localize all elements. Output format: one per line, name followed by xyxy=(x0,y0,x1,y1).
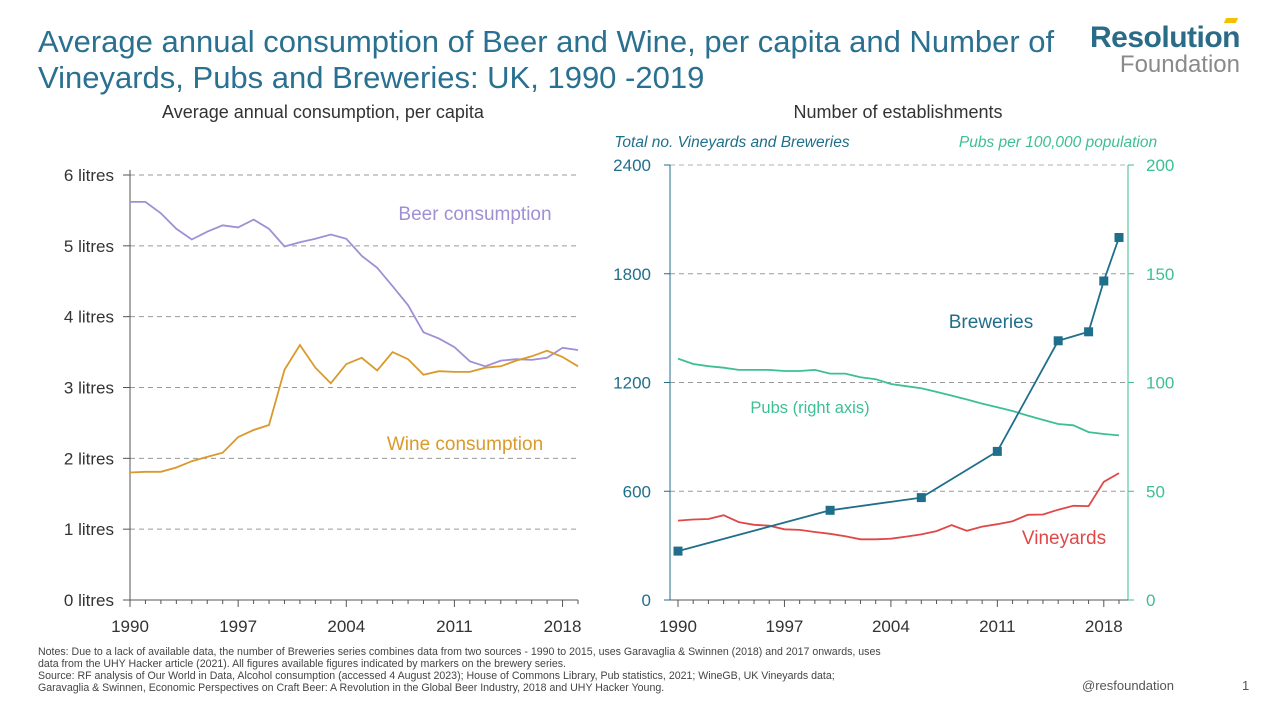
logo-line-2: Foundation xyxy=(1119,51,1240,78)
notes-line-3: Source: RF analysis of Our World in Data… xyxy=(38,670,835,682)
breweries-marker xyxy=(992,446,1002,456)
logo-line-1: Resolution xyxy=(1090,21,1241,54)
breweries-marker xyxy=(916,493,926,503)
right-chart-title: Number of establishments xyxy=(793,102,1002,122)
right-left-tick-label: 1200 xyxy=(613,374,651,393)
right-left-tick-label: 1800 xyxy=(613,265,651,284)
notes-line-4: Garavaglia & Swinnen, Economic Perspecti… xyxy=(38,682,665,694)
right-x-tick-label: 1997 xyxy=(766,617,804,636)
right-left-tick-label: 600 xyxy=(623,482,651,501)
left-y-tick-label: 4 litres xyxy=(64,308,114,327)
right-x-tick-label: 2011 xyxy=(979,617,1016,636)
wine-consumption-line xyxy=(129,343,579,474)
breweries-marker xyxy=(1099,276,1109,286)
page-title: Average annual consumption of Beer and W… xyxy=(38,24,1055,95)
left-y-tick-label: 1 litres xyxy=(64,520,114,539)
twitter-handle: @resfoundation xyxy=(1082,678,1174,693)
left-x-tick-label: 2011 xyxy=(436,617,473,636)
beer-series-label: Beer consumption xyxy=(398,204,551,225)
left-y-tick-label: 6 litres xyxy=(64,166,114,185)
right-axis-title: Pubs per 100,000 population xyxy=(959,134,1157,151)
left-y-tick-label: 5 litres xyxy=(64,237,114,256)
notes-line-2: data from the UHY Hacker article (2021).… xyxy=(38,658,566,670)
left-y-tick-label: 0 litres xyxy=(64,591,114,610)
right-right-tick-label: 200 xyxy=(1146,156,1174,175)
notes-line-1: Notes: Due to a lack of available data, … xyxy=(38,646,881,658)
vineyards-series-label: Vineyards xyxy=(1022,528,1106,549)
right-right-tick-label: 150 xyxy=(1146,265,1174,284)
right-x-tick-label: 1990 xyxy=(659,617,697,636)
breweries-marker xyxy=(1114,233,1124,242)
breweries-series-label: Breweries xyxy=(949,312,1033,333)
pubs-line xyxy=(677,357,1120,437)
left-y-tick-label: 3 litres xyxy=(64,379,114,398)
pubs-series-label: Pubs (right axis) xyxy=(750,399,869,417)
breweries-marker xyxy=(1084,327,1094,337)
left-x-tick-label: 2004 xyxy=(327,617,365,636)
breweries-marker xyxy=(825,505,835,515)
left-chart-title: Average annual consumption, per capita xyxy=(162,102,485,122)
wine-series-label: Wine consumption xyxy=(387,434,543,455)
right-left-tick-label: 0 xyxy=(642,591,651,610)
notes-source: Notes: Due to a lack of available data, … xyxy=(38,646,1098,694)
right-right-tick-label: 50 xyxy=(1146,482,1165,501)
page-number: 1 xyxy=(1242,678,1250,693)
left-axis-title: Total no. Vineyards and Breweries xyxy=(614,134,849,151)
beer-consumption-line xyxy=(130,200,579,368)
resolution-foundation-logo: Resolution Foundation xyxy=(1090,18,1241,78)
vineyards-line xyxy=(677,472,1120,541)
right-x-tick-label: 2018 xyxy=(1085,617,1123,636)
right-right-tick-label: 100 xyxy=(1146,374,1174,393)
left-x-tick-label: 2018 xyxy=(544,617,582,636)
breweries-line xyxy=(677,237,1120,552)
breweries-marker xyxy=(1053,336,1063,346)
left-x-tick-label: 1990 xyxy=(111,617,149,636)
left-y-tick-label: 2 litres xyxy=(64,449,114,468)
breweries-marker xyxy=(673,546,683,556)
left-x-tick-label: 1997 xyxy=(219,617,257,636)
right-right-tick-label: 0 xyxy=(1146,591,1155,610)
right-left-tick-label: 2400 xyxy=(613,156,651,175)
right-x-tick-label: 2004 xyxy=(872,617,910,636)
